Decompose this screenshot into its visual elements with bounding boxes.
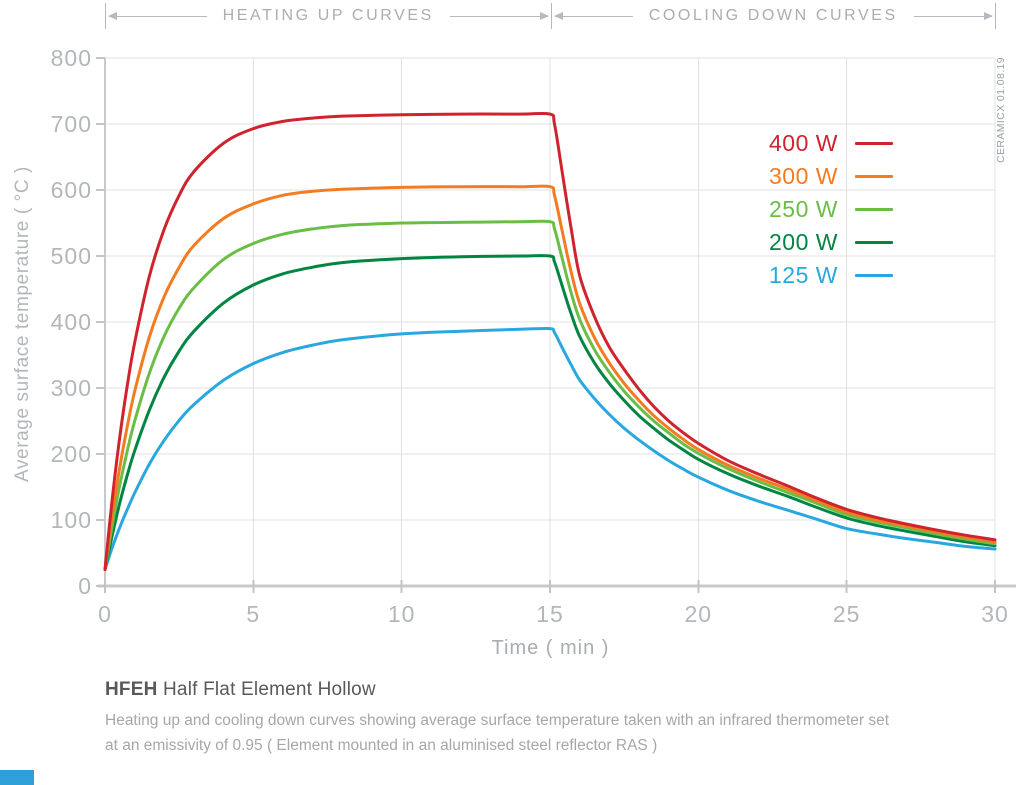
curve-300w: [103, 184, 997, 571]
curve-250w: [103, 219, 997, 571]
legend-label: 250 W: [769, 196, 838, 222]
legend-item-125w: 125 W: [760, 259, 893, 292]
line-chart: 0 100 200 300 400 500 600 700 800 0 5 10 15 20 25 30: [51, 45, 1016, 627]
curve-400w: [103, 111, 997, 571]
legend-label: 400 W: [769, 130, 838, 156]
y-tick-label: 100: [51, 507, 92, 533]
product-code: HFEH: [105, 679, 158, 700]
brand-corner-mark: [0, 770, 34, 785]
phase-boundary-bar: [105, 3, 106, 29]
phase-boundary-bar: [550, 3, 552, 29]
y-tick-label: 200: [51, 441, 92, 467]
y-tick-label: 300: [51, 375, 92, 401]
legend-label: 125 W: [769, 262, 838, 288]
y-tick-label: 500: [51, 243, 92, 269]
heating-phase-span: HEATING UP CURVES: [105, 2, 551, 30]
phase-boundary-bar: [995, 3, 997, 29]
product-name: Half Flat Element Hollow: [163, 679, 376, 700]
x-tick-label: 0: [98, 601, 112, 627]
legend-line-swatch: [855, 241, 893, 244]
y-tick-label: 0: [78, 573, 92, 599]
x-axis-title: Time ( min ): [491, 637, 610, 659]
x-tick-label: 10: [388, 601, 416, 627]
heating-phase-label: HEATING UP CURVES: [222, 7, 434, 24]
legend-item-300w: 300 W: [760, 160, 893, 193]
y-tick-label: 600: [51, 177, 92, 203]
chart-title: HFEH Half Flat Element Hollow: [105, 679, 376, 701]
x-tick-label: 20: [685, 601, 713, 627]
phase-header: HEATING UP CURVES COOLING DOWN CURVES: [105, 2, 997, 30]
x-tick-label: 15: [536, 601, 564, 627]
legend-item-400w: 400 W: [760, 127, 893, 160]
legend: 400 W 300 W 250 W 200 W 125 W: [760, 127, 893, 292]
chart-description: Heating up and cooling down curves showi…: [105, 709, 889, 759]
legend-label: 300 W: [769, 163, 838, 189]
cooling-phase-span: COOLING DOWN CURVES: [550, 2, 997, 30]
arrow-left-icon: [108, 11, 207, 20]
arrow-right-icon: [449, 11, 549, 20]
y-axis-title: Average surface temperature ( °C ): [12, 166, 33, 482]
legend-label: 200 W: [769, 229, 838, 255]
legend-line-swatch: [855, 274, 893, 277]
legend-line-swatch: [855, 175, 893, 178]
curve-125w: [103, 326, 997, 571]
description-line: Heating up and cooling down curves showi…: [105, 712, 890, 729]
tick-labels: 0 100 200 300 400 500 600 700 800 0 5 10 15 20 25 30: [51, 45, 1009, 627]
legend-line-swatch: [855, 208, 893, 211]
axes: [96, 57, 1016, 593]
arrow-right-icon: [913, 11, 994, 20]
watermark-text: CERAMICX 01.08.19: [995, 57, 1007, 164]
x-tick-label: 5: [246, 601, 260, 627]
y-tick-label: 400: [51, 309, 92, 335]
arrow-left-icon: [553, 11, 633, 20]
y-tick-label: 700: [51, 111, 92, 137]
legend-item-250w: 250 W: [760, 193, 893, 226]
legend-item-200w: 200 W: [760, 226, 893, 259]
description-line: at an emissivity of 0.95 ( Element mount…: [105, 736, 658, 754]
x-tick-label: 30: [981, 601, 1009, 627]
curves: [103, 111, 997, 571]
curve-200w: [103, 254, 997, 571]
y-tick-label: 800: [51, 45, 92, 71]
legend-line-swatch: [855, 142, 893, 145]
cooling-phase-label: COOLING DOWN CURVES: [648, 7, 898, 24]
x-tick-label: 25: [833, 601, 861, 627]
